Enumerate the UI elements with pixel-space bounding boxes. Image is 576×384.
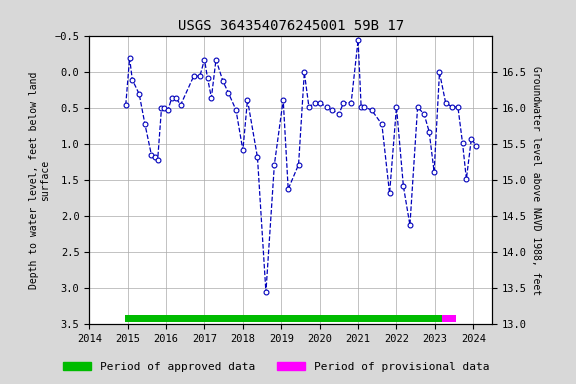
Legend: Period of approved data, Period of provisional data: Period of approved data, Period of provi… <box>59 358 494 377</box>
Y-axis label: Depth to water level, feet below land
surface: Depth to water level, feet below land su… <box>29 72 50 289</box>
Title: USGS 364354076245001 59B 17: USGS 364354076245001 59B 17 <box>178 18 404 33</box>
Bar <box>124 315 442 322</box>
Bar <box>442 315 456 322</box>
Y-axis label: Groundwater level above NAVD 1988, feet: Groundwater level above NAVD 1988, feet <box>532 66 541 295</box>
